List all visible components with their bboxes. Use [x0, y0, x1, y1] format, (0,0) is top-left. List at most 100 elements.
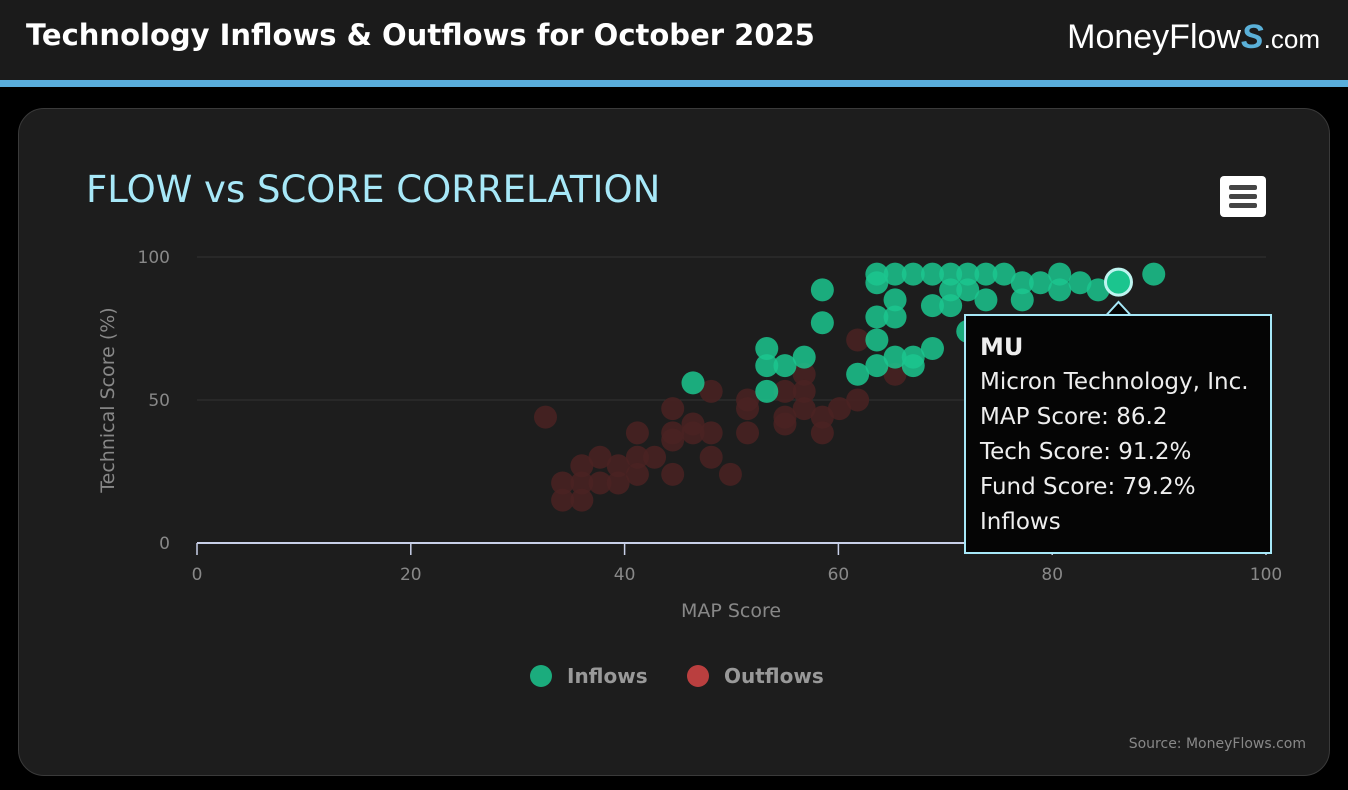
inflow-point — [865, 271, 889, 295]
inflow-point — [974, 288, 998, 312]
outflow-point — [533, 405, 557, 429]
x-tick-label: 20 — [400, 565, 422, 585]
outflow-point — [846, 328, 870, 352]
x-tick-label: 40 — [614, 565, 636, 585]
inflow-point — [1142, 262, 1166, 286]
legend-marker-outflows — [687, 665, 709, 687]
hamburger-menu-icon[interactable] — [1220, 176, 1266, 217]
inflow-point — [883, 262, 907, 286]
inflow-point — [956, 262, 980, 286]
x-tick-label: 100 — [1250, 565, 1282, 585]
x-axis-title: MAP Score — [681, 600, 781, 622]
inflow-point — [920, 262, 944, 286]
inflow-point — [846, 362, 870, 386]
outflow-point — [661, 462, 685, 486]
point-tooltip: MU Micron Technology, Inc. MAP Score: 86… — [964, 314, 1272, 554]
inflow-point — [920, 337, 944, 361]
outflow-point — [625, 462, 649, 486]
inflow-point — [755, 379, 779, 403]
outflow-point — [699, 379, 723, 403]
outflow-point — [699, 445, 723, 469]
inflow-point — [1010, 271, 1034, 295]
source-credit: Source: MoneyFlows.com — [1128, 736, 1306, 752]
y-tick-label: 100 — [138, 248, 170, 268]
inflow-point — [956, 278, 980, 302]
page-title: Technology Inflows & Outflows for Octobe… — [26, 18, 815, 52]
tooltip-tech: Tech Score: 91.2% — [980, 439, 1192, 465]
outflow-point — [681, 421, 705, 445]
outflow-point — [661, 397, 685, 421]
accent-divider — [0, 80, 1348, 87]
outflow-point — [570, 454, 594, 478]
inflow-point — [865, 328, 889, 352]
y-tick-label: 50 — [148, 391, 170, 411]
moneyflows-logo[interactable]: MoneyFlowS.com — [1067, 18, 1320, 56]
outflow-point — [792, 397, 816, 421]
inflow-point — [901, 354, 925, 378]
outflow-point — [736, 421, 760, 445]
legend-item-inflows: Inflows — [567, 664, 648, 688]
legend-marker-inflows — [530, 665, 552, 687]
inflow-point — [901, 262, 925, 286]
x-tick-label: 60 — [828, 565, 850, 585]
inflow-point — [939, 278, 963, 302]
tooltip-name: Micron Technology, Inc. — [980, 369, 1249, 395]
tooltip-fund: Fund Score: 79.2% — [980, 474, 1196, 500]
inflow-point — [865, 354, 889, 378]
inflow-point — [1010, 288, 1034, 312]
inflow-point — [939, 262, 963, 286]
header: Technology Inflows & Outflows for Octobe… — [0, 0, 1348, 80]
outflow-point — [773, 379, 797, 403]
outflow-point — [625, 445, 649, 469]
inflow-point — [810, 278, 834, 302]
outflow-point — [718, 462, 742, 486]
y-tick-label: 0 — [159, 534, 170, 554]
outflow-point — [661, 428, 685, 452]
tooltip-flow: Inflows — [980, 509, 1061, 535]
outflow-point — [699, 421, 723, 445]
tooltip-pointer — [1105, 300, 1132, 316]
tooltip-map: MAP Score: 86.2 — [980, 404, 1168, 430]
outflow-point — [810, 405, 834, 429]
outflow-point — [606, 454, 630, 478]
inflow-point — [810, 311, 834, 335]
inflow-point — [920, 294, 944, 318]
x-tick-label: 0 — [192, 565, 203, 585]
inflow-point — [1068, 271, 1092, 295]
outflow-point — [570, 488, 594, 512]
outflow-point — [792, 379, 816, 403]
outflow-point — [551, 471, 575, 495]
inflow-point — [755, 337, 779, 361]
outflow-point — [827, 397, 851, 421]
outflow-point — [625, 421, 649, 445]
outflow-point — [551, 488, 575, 512]
outflow-point — [792, 362, 816, 386]
inflow-point — [792, 345, 816, 369]
outflow-point — [883, 362, 907, 386]
y-axis-title: Technical Score (%) — [97, 307, 119, 493]
inflow-point — [755, 354, 779, 378]
inflow-point — [883, 345, 907, 369]
inflow-point — [974, 262, 998, 286]
outflow-point — [643, 445, 667, 469]
chart-title: FLOW vs SCORE CORRELATION — [86, 168, 661, 211]
inflow-point — [1086, 278, 1110, 302]
inflow-point — [939, 294, 963, 318]
inflow-point — [992, 262, 1016, 286]
inflow-point — [1028, 271, 1052, 295]
outflow-point — [588, 471, 612, 495]
outflow-point — [773, 412, 797, 436]
inflow-point — [865, 305, 889, 329]
inflow-point — [1048, 262, 1072, 286]
inflow-point — [1048, 278, 1072, 302]
outflow-point — [606, 471, 630, 495]
tooltip-symbol: MU — [980, 333, 1024, 361]
outflow-point — [588, 445, 612, 469]
outflow-point — [736, 397, 760, 421]
inflow-point — [883, 305, 907, 329]
outflow-point — [846, 388, 870, 412]
x-tick-label: 80 — [1041, 565, 1063, 585]
inflow-point — [883, 288, 907, 312]
outflow-point — [570, 471, 594, 495]
